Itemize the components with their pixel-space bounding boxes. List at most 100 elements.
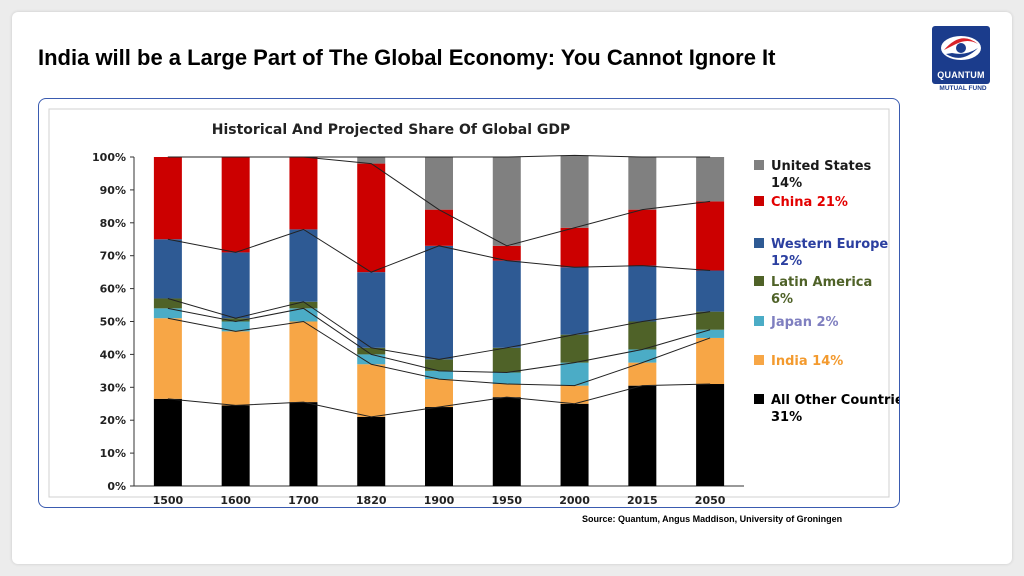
y-tick-label: 90%	[100, 184, 126, 197]
bar-segment	[425, 359, 453, 371]
bar-segment	[221, 318, 250, 322]
bar-segment	[153, 318, 182, 399]
bar-segment	[492, 157, 521, 246]
bar-segment	[492, 384, 521, 398]
bar-segment	[357, 157, 386, 164]
bar-segment	[696, 329, 725, 338]
bar-segment	[628, 362, 657, 386]
bar-segment	[221, 157, 250, 253]
legend-swatch	[754, 238, 764, 248]
bar-segment	[289, 402, 318, 486]
x-tick-label: 1820	[356, 494, 387, 507]
y-tick-label: 20%	[100, 414, 126, 427]
bar-segment	[628, 321, 657, 350]
legend-swatch	[754, 276, 764, 286]
bar-segment	[425, 245, 453, 360]
x-tick-label: 1950	[491, 494, 522, 507]
gdp-share-chart: Historical And Projected Share Of Global…	[48, 108, 899, 507]
bar-segment	[221, 331, 250, 406]
bar-segment	[492, 347, 521, 373]
bar-segment	[153, 157, 182, 240]
legend-label: Japan 2%	[770, 315, 839, 330]
quantum-logo-icon: QUANTUM	[932, 26, 990, 84]
bar-segment	[492, 260, 521, 348]
bar-segment	[357, 364, 386, 417]
legend-label: India 14%	[771, 354, 843, 369]
bar-segment	[221, 321, 250, 332]
bar-segment	[289, 301, 318, 309]
legend-label: 6%	[771, 292, 793, 307]
x-tick-label: 1600	[220, 494, 251, 507]
bar-segment	[492, 245, 521, 261]
logo-subtitle: MUTUAL FUND	[939, 85, 987, 92]
series-connector-line	[167, 317, 711, 387]
bar-segment	[492, 372, 521, 385]
x-tick-label: 1700	[288, 494, 319, 507]
bar-segment	[696, 337, 725, 385]
bar-segment	[628, 349, 657, 363]
x-tick-label: 1500	[153, 494, 184, 507]
source-note: Source: Quantum, Angus Maddison, Univers…	[582, 514, 843, 524]
bar-segment	[696, 384, 725, 486]
bar-segment	[560, 267, 589, 335]
plot-background	[48, 108, 890, 498]
bar-segment	[289, 308, 318, 322]
x-tick-label: 2000	[559, 494, 590, 507]
slide-title: India will be a Large Part of The Global…	[38, 45, 776, 70]
series-connector-line	[167, 297, 711, 360]
legend-label: 14%	[771, 176, 802, 191]
legend-label: 31%	[771, 410, 802, 425]
series-connector-line	[167, 228, 711, 273]
bar-segment	[628, 209, 657, 266]
bar-segment	[628, 157, 657, 210]
bar-segment	[560, 334, 589, 363]
chart-title: Historical And Projected Share Of Global…	[212, 122, 571, 138]
bar-segment	[153, 398, 182, 486]
bar-segment	[425, 157, 453, 210]
y-tick-label: 80%	[100, 217, 126, 230]
bar-segment	[696, 270, 725, 312]
legend-label: 12%	[771, 254, 802, 269]
legend-swatch	[754, 355, 764, 365]
x-tick-label: 1900	[424, 494, 455, 507]
bar-segment	[153, 308, 182, 319]
bar-segment	[492, 397, 521, 486]
legend-swatch	[754, 196, 764, 206]
slide: India will be a Large Part of The Global…	[12, 12, 1012, 564]
legend-label: Latin America	[771, 275, 872, 290]
bar-segment	[628, 265, 657, 322]
bar-segment	[357, 354, 386, 365]
bar-segment	[425, 407, 453, 486]
y-tick-label: 100%	[92, 151, 126, 164]
bar-segment	[696, 157, 725, 202]
bar-segment	[560, 227, 589, 268]
bar-segment	[425, 379, 453, 408]
legend-label: United States	[771, 159, 872, 174]
bar-segment	[560, 403, 589, 486]
bar-segment	[425, 370, 453, 380]
y-tick-label: 30%	[100, 381, 126, 394]
bar-segment	[357, 347, 386, 355]
legend-label: China 21%	[771, 195, 848, 210]
bar-segment	[357, 272, 386, 348]
y-tick-label: 50%	[100, 316, 126, 329]
bar-segment	[153, 239, 182, 299]
legend-label: All Other Countries	[771, 393, 899, 408]
bar-segment	[289, 157, 318, 230]
x-tick-label: 2015	[627, 494, 658, 507]
bar-segment	[289, 321, 318, 403]
bar-segment	[221, 252, 250, 319]
legend-label: Western Europe	[771, 237, 888, 252]
quantum-logo: QUANTUM MUTUAL FUND	[932, 26, 994, 92]
bar-segment	[221, 405, 250, 486]
legend-swatch	[754, 394, 764, 404]
bar-segment	[560, 362, 589, 386]
bar-segment	[425, 209, 453, 246]
series-connector-line	[167, 383, 711, 418]
y-tick-label: 40%	[100, 348, 126, 361]
y-tick-label: 0%	[107, 480, 126, 493]
bar-segment	[696, 201, 725, 271]
bar-segment	[696, 311, 725, 330]
chart-frame: Historical And Projected Share Of Global…	[38, 98, 900, 508]
bar-segment	[153, 298, 182, 309]
